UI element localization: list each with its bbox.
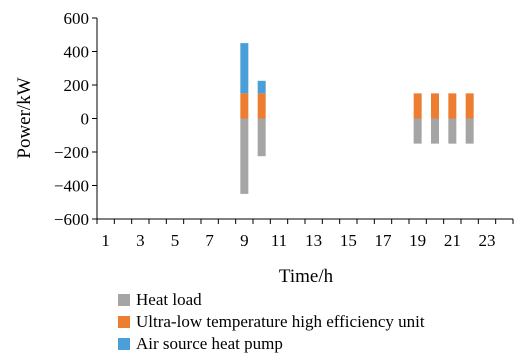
- bar-ultra-low-temperature-high-efficiency-unit-21: [448, 93, 457, 119]
- bar-heat-load-9: [240, 118, 249, 194]
- x-tick-label: 3: [136, 231, 145, 250]
- bar-heat-load-20: [431, 118, 439, 144]
- bar-heat-load-21: [448, 118, 457, 144]
- x-tick-label: 9: [240, 231, 249, 250]
- y-tick-label: −600: [54, 210, 89, 229]
- x-tick-label: 13: [305, 231, 322, 250]
- y-tick-label: 200: [64, 76, 90, 95]
- x-tick-label: 5: [171, 231, 180, 250]
- bar-ultra-low-temperature-high-efficiency-unit-9: [240, 93, 249, 119]
- legend-label-ultra-low-unit: Ultra-low temperature high efficiency un…: [136, 312, 425, 331]
- bar-ultra-low-temperature-high-efficiency-unit-20: [431, 93, 439, 119]
- x-tick-label: 23: [479, 231, 496, 250]
- x-tick-label: 21: [444, 231, 461, 250]
- x-tick-label: 11: [271, 231, 287, 250]
- bar-heat-load-19: [413, 118, 422, 144]
- legend-item-ultra-low-unit: Ultra-low temperature high efficiency un…: [118, 311, 425, 333]
- y-tick-label: 0: [81, 110, 90, 129]
- bar-ultra-low-temperature-high-efficiency-unit-19: [413, 93, 422, 119]
- x-axis-label: Time/h: [279, 266, 334, 287]
- y-tick-label: 600: [64, 9, 90, 28]
- x-tick-label: 1: [101, 231, 110, 250]
- y-tick-label: −200: [54, 143, 89, 162]
- bar-heat-load-22: [465, 118, 474, 144]
- legend-label-air-source-heat-pump: Air source heat pump: [136, 334, 283, 353]
- legend-swatch-air-source-heat-pump: [118, 338, 130, 350]
- legend-item-air-source-heat-pump: Air source heat pump: [118, 333, 425, 355]
- bar-air-source-heat-pump-9: [240, 43, 249, 94]
- legend-item-heat-load: Heat load: [118, 289, 425, 311]
- legend-label-heat-load: Heat load: [136, 290, 202, 309]
- bar-heat-load-10: [257, 118, 266, 157]
- legend: Heat load Ultra-low temperature high eff…: [118, 289, 425, 355]
- bar-ultra-low-temperature-high-efficiency-unit-10: [257, 93, 266, 119]
- legend-swatch-ultra-low-unit: [118, 316, 130, 328]
- y-tick-label: −400: [54, 177, 89, 196]
- bar-ultra-low-temperature-high-efficiency-unit-22: [465, 93, 474, 119]
- x-tick-label: 15: [340, 231, 357, 250]
- legend-swatch-heat-load: [118, 294, 130, 306]
- x-tick-label: 17: [375, 231, 393, 250]
- bar-air-source-heat-pump-10: [257, 80, 266, 94]
- x-tick-label: 7: [205, 231, 214, 250]
- y-axis-label: Power/kW: [14, 77, 35, 158]
- bars: [240, 43, 474, 194]
- x-tick-label: 19: [409, 231, 426, 250]
- y-tick-label: 400: [64, 43, 90, 62]
